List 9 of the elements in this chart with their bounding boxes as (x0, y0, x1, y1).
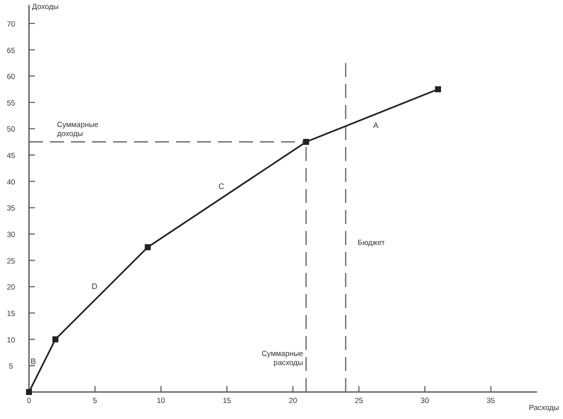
point (52, 336, 58, 342)
annotation: D (92, 282, 98, 292)
annotation: A (373, 120, 380, 130)
point (26, 389, 32, 395)
point (144, 244, 151, 250)
point (435, 86, 442, 92)
point (303, 138, 310, 145)
annotation: C (218, 182, 224, 192)
annotation: B (30, 357, 36, 366)
